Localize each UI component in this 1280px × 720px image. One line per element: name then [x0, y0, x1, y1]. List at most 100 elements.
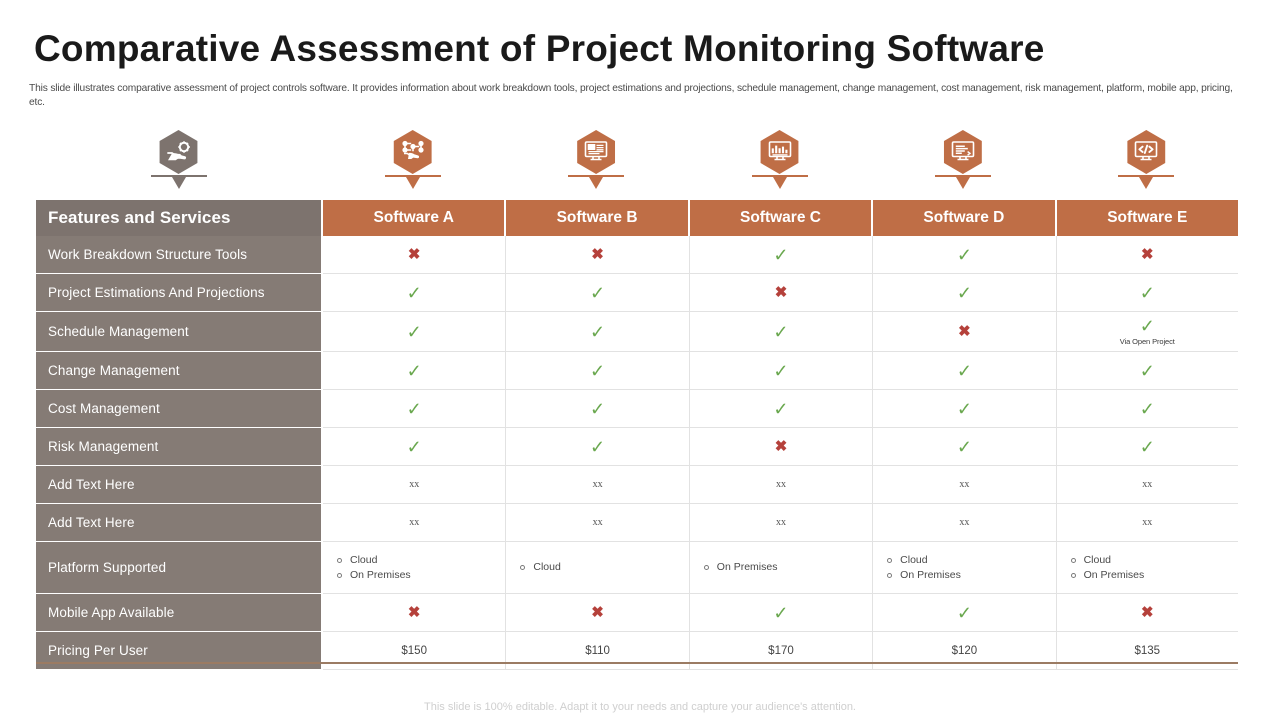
pointer-triangle: [1139, 177, 1154, 189]
row-gap: [321, 594, 323, 632]
cell-software-a: ✓: [323, 312, 507, 352]
table-header-row: Features and Services Software A Software …: [36, 200, 1238, 236]
cell-software-b: ✓: [506, 390, 690, 428]
platform-option-label: Cloud: [900, 553, 928, 566]
feature-label-project-estimations-and-projections: Project Estimations And Projections: [36, 274, 321, 312]
cell-software-d: ✓: [873, 236, 1057, 274]
icon-cell-software-E: [1086, 130, 1206, 192]
pointer-bar: [384, 175, 441, 177]
header-column-software-a: Software A: [323, 200, 507, 236]
hex-badge: [391, 130, 435, 174]
icon-cell-software-C: [720, 130, 840, 192]
table-row: Pricing Per User $150 $110 $170 $120 $135: [36, 632, 1238, 670]
table-row: Schedule Management ✓ ✓ ✓ ✖ ✓ Via Open Project: [36, 312, 1238, 352]
check-icon: ✓: [773, 321, 789, 342]
platform-option: On Premises: [337, 568, 411, 583]
icon-cell-features: [119, 130, 239, 192]
cell-software-a: ✖: [323, 594, 507, 632]
platform-option: Cloud: [337, 553, 377, 568]
icon-cell-software-A: [353, 130, 473, 192]
bullet-circle-icon: [887, 572, 893, 578]
cell-software-b: $110: [506, 632, 690, 670]
pointer-triangle: [171, 177, 186, 189]
cell-value: xx: [775, 479, 786, 490]
feature-label-work-breakdown-structure-tools: Work Breakdown Structure Tools: [36, 236, 321, 274]
cell-value: xx: [592, 517, 603, 528]
check-icon: ✓: [956, 436, 972, 457]
monitor-code-lines-icon: [943, 130, 982, 174]
cell-software-a: $150: [323, 632, 507, 670]
check-icon: ✓: [1139, 398, 1155, 419]
bullet-circle-icon: [703, 565, 709, 570]
cell-software-b: ✖: [506, 236, 690, 274]
hand-gear-icon: [159, 130, 198, 174]
cell-software-d: ✓: [873, 352, 1057, 390]
check-icon: ✓: [406, 398, 422, 419]
row-gap: [321, 504, 323, 542]
check-icon: ✓: [406, 321, 422, 342]
check-icon: ✓: [590, 282, 606, 303]
feature-label-change-management: Change Management: [36, 352, 321, 390]
feature-label-add-text-here: Add Text Here: [36, 504, 321, 542]
cell-software-b: ✓: [506, 274, 690, 312]
cell-software-c: ✓: [689, 352, 874, 390]
pointer-bar: [934, 175, 991, 177]
hex-badge: [941, 130, 985, 174]
cross-icon: ✖: [1140, 246, 1154, 263]
check-icon: ✓: [956, 602, 972, 623]
price-value: $150: [401, 644, 427, 657]
cell-software-e: ✖: [1056, 236, 1238, 274]
cell-software-c: ✓: [689, 236, 874, 274]
cell-software-d: Cloud On Premises: [873, 542, 1057, 594]
check-icon: ✓: [773, 244, 789, 265]
cell-value: xx: [1142, 517, 1153, 528]
cell-software-b: ✓: [506, 312, 690, 352]
icon-cell-software-B: [536, 130, 656, 192]
platform-option-label: On Premises: [716, 561, 778, 573]
cell-value: xx: [1142, 479, 1153, 490]
table-row: Add Text Here xx xx xx xx xx: [36, 504, 1238, 542]
hand-network-icon: [393, 130, 432, 174]
cross-icon: ✖: [774, 284, 788, 301]
check-icon: ✓: [1139, 282, 1155, 303]
feature-label-platform-supported: Platform Supported: [36, 542, 321, 594]
feature-label-add-text-here: Add Text Here: [36, 466, 321, 504]
cell-software-e: ✓: [1056, 274, 1238, 312]
cell-software-b: xx: [506, 466, 690, 504]
cell-software-a: Cloud On Premises: [323, 542, 507, 594]
pointer-stem: [384, 175, 441, 191]
check-icon: ✓: [590, 398, 606, 419]
header-features-and-services: Features and Services: [36, 200, 321, 236]
cell-software-a: xx: [323, 466, 507, 504]
row-gap: [321, 466, 323, 504]
cell-software-a: ✓: [323, 274, 507, 312]
header-column-software-d: Software D: [873, 200, 1057, 236]
pointer-bar: [150, 175, 207, 177]
bullet-circle-icon: [1070, 557, 1076, 563]
cell-software-d: ✓: [873, 428, 1057, 466]
cell-software-c: ✖: [689, 428, 874, 466]
row-gap: [321, 352, 323, 390]
check-icon: ✓: [590, 321, 606, 342]
icon-strip: [36, 130, 1238, 192]
cell-value: xx: [959, 479, 970, 490]
cell-software-e: ✓: [1056, 428, 1238, 466]
hex-badge: [1124, 130, 1168, 174]
pointer-stem: [568, 175, 625, 191]
platform-option: On Premises: [1070, 568, 1144, 583]
cell-software-e: ✓ Via Open Project: [1056, 312, 1238, 352]
check-icon: ✓: [406, 436, 422, 457]
platform-option-label: Cloud: [533, 561, 561, 573]
cell-software-b: xx: [506, 504, 690, 542]
cell-software-d: $120: [873, 632, 1057, 670]
table-row: Cost Management ✓ ✓ ✓ ✓ ✓: [36, 390, 1238, 428]
check-icon: ✓: [956, 282, 972, 303]
bullet-circle-icon: [337, 557, 342, 563]
cell-software-a: xx: [323, 504, 507, 542]
hex-badge: [574, 130, 618, 174]
check-icon: ✓: [956, 398, 972, 419]
slide-footer-note: This slide is 100% editable. Adapt it to…: [424, 701, 856, 713]
price-value: $120: [951, 644, 978, 657]
cell-software-b: ✓: [506, 428, 690, 466]
bullet-circle-icon: [337, 572, 342, 578]
